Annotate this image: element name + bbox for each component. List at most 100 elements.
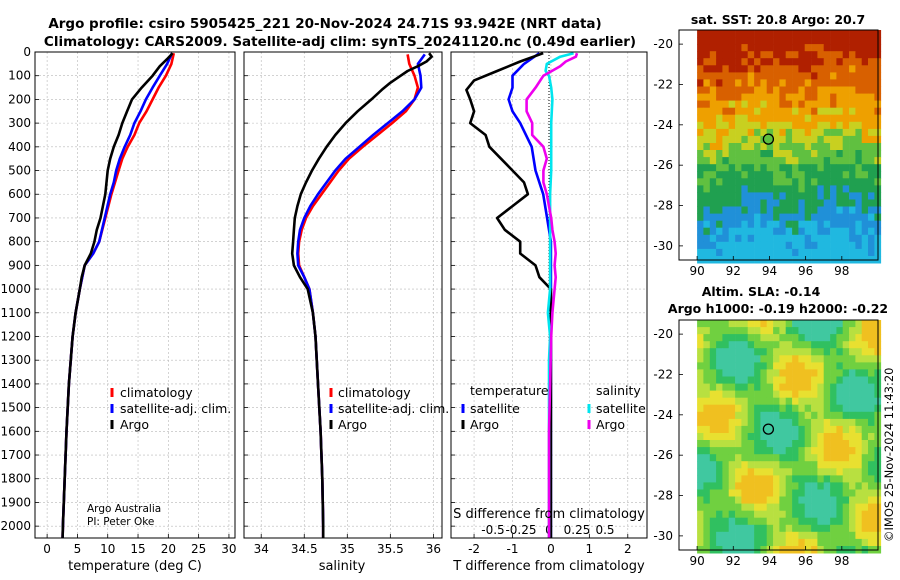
map-cell [836,107,844,116]
map-cell [823,475,831,483]
map-cell [709,93,717,102]
map-cell [785,411,793,420]
map-cell [766,157,774,165]
map-cell [855,227,863,236]
map-cell [792,334,799,342]
map-cell [766,248,774,257]
map-cell [754,517,761,526]
map-cell [861,121,869,130]
map-cell [811,114,818,123]
map-cell [836,185,844,193]
map-cell [703,114,711,123]
map-cell [830,121,837,130]
map-cell [722,397,730,406]
map-cell [849,114,856,123]
map-cell [823,327,831,335]
map-cell [722,220,730,229]
difference-profiles [465,51,579,538]
map-cell [798,107,806,116]
map-cell [754,241,761,250]
map-cell [741,157,749,165]
map-cell [735,241,742,250]
sla-map-title-line2: Argo h1000: -0.19 h2000: -0.22 [668,301,888,316]
map-cell [766,454,774,462]
map-cell [741,178,749,186]
map-cell [766,397,774,406]
map-cell [823,65,831,73]
map-cell [728,383,736,392]
map-cell [861,390,869,399]
map-cell [792,383,799,392]
map-cell [773,37,780,45]
map-cell [817,213,825,222]
map-cell [773,135,780,144]
map-cell [754,79,761,87]
map-cell [709,135,717,144]
map-cell [855,114,863,123]
map-cell [849,157,856,165]
map-cell [785,327,793,335]
map-cell [754,150,761,158]
map-cell [811,362,818,370]
map-cell [855,503,863,512]
map-cell [817,517,825,526]
map-cell [868,538,875,547]
map-cell [703,241,711,250]
map-cell [754,227,761,236]
map-cell [716,150,723,158]
map-cell [779,418,787,427]
map-cell [709,489,717,497]
map-cell [785,199,793,207]
map-cell [823,503,831,512]
map-cell [716,468,723,476]
map-cell [754,30,761,38]
map-cell [709,369,717,377]
map-cell [855,390,863,399]
map-cell [722,100,730,109]
map-cell [842,390,850,399]
map-cell [868,397,875,406]
map-cell [855,58,863,66]
map-cell [849,86,856,94]
map-cell [779,433,787,441]
map-cell [830,44,837,52]
map-cell [779,199,787,207]
map-cell [817,524,825,533]
map-cell [747,475,755,483]
map-cell [804,241,812,250]
map-cell [842,157,850,165]
map-cell [855,164,863,172]
map-cell [760,93,768,102]
map-cell [804,58,812,66]
map-cell [709,199,717,207]
map-cell [754,376,761,384]
x-tick-label: 20 [161,542,176,556]
map-cell [735,135,742,144]
s-tick-label: -0.25 [505,523,536,537]
map-cell [766,37,774,45]
map-cell [747,93,755,102]
map-cell [741,425,749,434]
map-cell [855,135,863,144]
map-cell [785,121,793,130]
map-cell [817,114,825,123]
map-cell [735,93,742,102]
map-cell [709,44,717,52]
map-cell [741,185,749,193]
map-cell [861,241,869,250]
map-cell [849,411,856,420]
map-cell [741,135,749,144]
map-cell [836,531,844,540]
map-cell [716,411,723,420]
map-cell [754,362,761,370]
map-cell [855,510,863,519]
map-cell [728,51,736,59]
map-cell [697,517,704,526]
map-cell [849,234,856,243]
map-cell [798,79,806,87]
map-cell [804,178,812,186]
map-cell [760,65,768,73]
sst-argo-location-marker [762,133,775,145]
map-cell [855,418,863,427]
map-cell [830,320,837,328]
